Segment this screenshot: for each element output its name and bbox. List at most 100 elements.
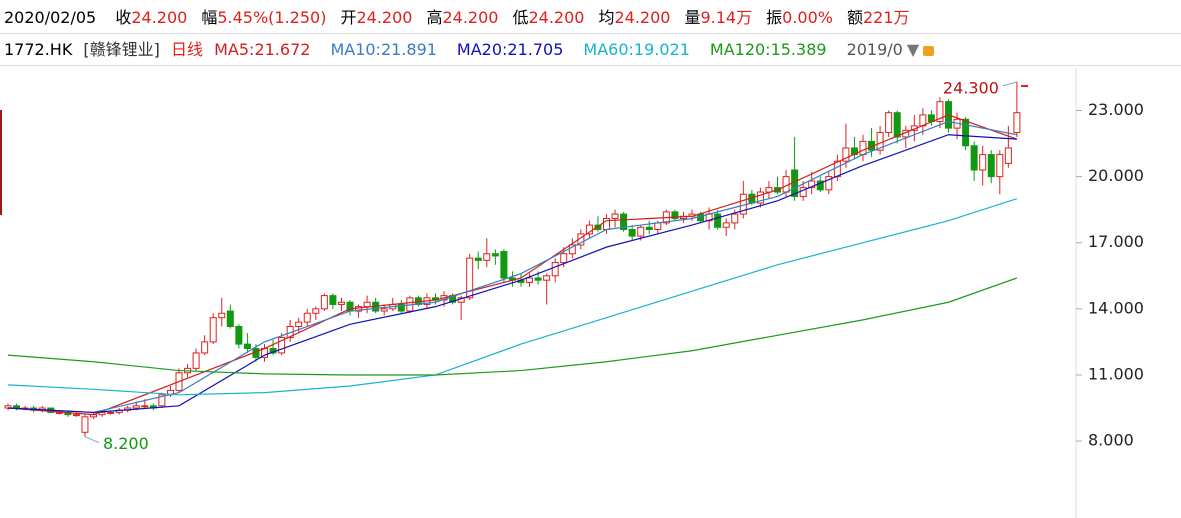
candle-body — [842, 147, 850, 162]
range-dropdown[interactable]: ▼ — [906, 40, 920, 59]
candle-body — [1013, 112, 1021, 134]
candle-body — [363, 301, 371, 308]
legend-entry: MA120:15.389 — [709, 40, 827, 59]
annotation-leader — [84, 436, 100, 444]
candle-body — [979, 154, 987, 171]
quote-item: 量9.14万 — [684, 8, 752, 27]
quote-label: 额 — [846, 8, 863, 27]
quote-label: 幅 — [201, 8, 218, 27]
candle-body — [141, 405, 149, 408]
legend-entry: MA20:21.705 — [456, 40, 564, 59]
candle-body — [756, 191, 764, 204]
candle-body — [722, 222, 730, 228]
y-tick-label: 14.000 — [1088, 298, 1144, 317]
candle-body — [218, 312, 226, 319]
stock-name: [赣锋锂业] — [83, 40, 160, 59]
quote-item: 高24.200 — [426, 8, 498, 27]
range-label: 2019/0 — [846, 40, 903, 59]
quote-label: 收 — [115, 8, 132, 27]
quote-label: 量 — [684, 8, 701, 27]
candle-body — [491, 253, 499, 257]
candle-body — [611, 213, 619, 219]
candle-body — [243, 343, 251, 350]
quote-item: 收24.200 — [115, 8, 187, 27]
candle-body — [987, 154, 995, 178]
candle-body — [543, 275, 551, 281]
quote-value: 5.45%(1.250) — [217, 8, 327, 27]
quote-label: 低 — [512, 8, 529, 27]
ma-line — [7, 198, 1018, 396]
ma-line — [7, 277, 1018, 376]
candle-body — [893, 112, 901, 138]
candle-body — [320, 295, 328, 310]
quote-label: 振 — [766, 8, 783, 27]
quote-item: 均24.200 — [598, 8, 670, 27]
candle-body — [594, 224, 602, 231]
candle-body — [295, 321, 303, 327]
y-tick-label: 23.000 — [1088, 100, 1144, 119]
candle-body — [970, 145, 978, 171]
candle-body — [72, 414, 80, 417]
candle-body — [4, 405, 12, 409]
legend-entry: MA60:19.021 — [583, 40, 690, 59]
candle-body — [1004, 147, 1012, 164]
quote-value: 24.200 — [356, 8, 413, 27]
candle-body — [671, 211, 679, 219]
candle-body — [483, 253, 491, 261]
candle-body — [380, 308, 388, 312]
quote-value: 9.14万 — [700, 8, 753, 27]
legend-entry: MA5:21.672 — [214, 40, 311, 59]
quote-label: 开 — [340, 8, 357, 27]
candle-body — [312, 308, 320, 314]
candle-body — [209, 317, 217, 343]
candle-body — [278, 336, 286, 354]
candle-body — [474, 257, 482, 261]
legend-entry: MA10:21.891 — [330, 40, 437, 59]
candle-body — [654, 222, 662, 231]
candle-body — [526, 277, 534, 283]
candle-body — [936, 101, 944, 123]
candle-body — [158, 394, 166, 407]
ma-line — [7, 114, 1018, 416]
candle-body — [714, 213, 722, 228]
ma-line — [7, 134, 1017, 414]
annotation: 24.300 — [943, 78, 999, 97]
candle-body — [192, 352, 200, 369]
y-tick-label: 8.000 — [1088, 431, 1134, 450]
quote-item: 幅5.45%(1.250) — [201, 8, 326, 27]
quote-value: 24.200 — [614, 8, 671, 27]
candle-body — [645, 226, 653, 231]
legend-bar: 1772.HK [赣锋锂业] 日线 MA5:21.672 MA10:21.891 M… — [0, 34, 1181, 66]
candle-body — [808, 180, 816, 189]
quote-item: 额221万 — [847, 8, 910, 27]
candle-body — [337, 301, 345, 305]
lock-icon[interactable] — [923, 45, 935, 56]
candle-body — [560, 253, 568, 264]
quote-item: 开24.200 — [340, 8, 412, 27]
quote-value: 24.200 — [528, 8, 585, 27]
candle-body — [962, 118, 970, 147]
candle-body — [825, 176, 833, 191]
candle-body — [226, 310, 234, 327]
candle-body — [397, 303, 405, 312]
candle-body — [466, 257, 474, 299]
ma-line — [7, 120, 1018, 414]
date: 2020/02/05 — [4, 8, 97, 27]
quote-label: 高 — [426, 8, 443, 27]
candle-body — [201, 341, 209, 354]
candle-body — [13, 405, 21, 409]
candle-body — [303, 312, 311, 323]
candle-body — [98, 411, 106, 416]
candle-body — [885, 112, 893, 134]
quote-value: 24.200 — [131, 8, 188, 27]
candle-body — [235, 325, 243, 345]
candle-body — [551, 262, 559, 277]
quote-item: 振0.00% — [766, 8, 833, 27]
code: 1772.HK — [4, 40, 73, 59]
candle-body — [859, 140, 867, 156]
candle-body — [81, 416, 89, 433]
candle-body — [996, 154, 1004, 178]
quote-bar: 2020/02/05 收24.200 幅5.45%(1.250) 开24.200 高2… — [0, 2, 1181, 34]
